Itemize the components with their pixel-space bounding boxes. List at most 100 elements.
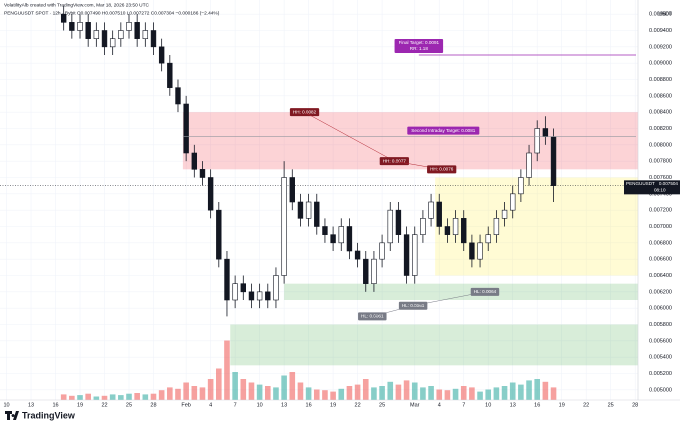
candle-body	[109, 38, 116, 48]
volume-bar	[403, 380, 410, 400]
zone	[435, 177, 638, 276]
candle-body	[436, 201, 442, 227]
swing-label: HH: 0.0076	[427, 165, 457, 174]
volume-bar	[109, 394, 116, 400]
candle-body	[191, 152, 198, 170]
volume-bar	[428, 386, 434, 400]
candle-body	[240, 283, 246, 293]
volume-bar	[420, 387, 426, 400]
volume-bar	[256, 384, 263, 400]
volume-bar	[216, 368, 222, 400]
candle-body	[518, 177, 524, 195]
volume-bar	[191, 386, 198, 400]
target-label: Second Intraday Target: 0.0081	[407, 126, 480, 135]
zone	[230, 324, 638, 366]
candle-body	[265, 291, 271, 301]
y-tick-label: 0.007000	[649, 224, 672, 230]
x-tick-label: 16	[52, 402, 58, 408]
volume-bar	[60, 394, 67, 400]
candle-body	[289, 177, 295, 203]
volume-bar	[550, 387, 557, 400]
plot-area	[0, 6, 638, 400]
axis-unit: USDT	[658, 11, 672, 17]
volume-bar	[338, 388, 345, 400]
candle-body	[379, 242, 385, 260]
volume-bar	[77, 395, 83, 400]
candle-body	[403, 234, 410, 276]
volume-bar	[411, 382, 418, 400]
last-price-value: 0.007504	[659, 181, 679, 186]
volume-bar	[362, 379, 369, 400]
y-tick-label: 0.009400	[649, 28, 672, 34]
candle-body	[510, 193, 516, 211]
candle-body	[420, 218, 426, 235]
watermark-logo	[5, 411, 19, 420]
volume-bar	[232, 372, 238, 400]
y-tick-label: 0.007600	[649, 175, 672, 181]
volume-bar	[150, 393, 157, 400]
y-tick-label: 0.007800	[649, 159, 672, 165]
volume-bar	[93, 396, 100, 400]
volume-bar	[305, 387, 312, 400]
x-tick-label: 25	[126, 402, 132, 408]
volume-bar	[371, 387, 377, 400]
volume-bar	[134, 393, 140, 400]
header-title: VolatilityAlb created with TradingView.c…	[4, 2, 149, 8]
swing-label-text: HH: 0.0077	[383, 158, 407, 163]
volume-bar	[395, 384, 402, 400]
candle-body	[363, 258, 369, 284]
y-tick-label: 0.005400	[649, 355, 672, 361]
target-label-box	[407, 126, 480, 135]
candle-body	[534, 128, 540, 154]
volume-bar	[493, 387, 500, 400]
volume-bar	[289, 372, 296, 400]
swing-label-box	[427, 165, 457, 174]
volume-bar	[240, 379, 247, 400]
y-tick-label: 0.008000	[649, 142, 672, 148]
volume-bar	[158, 390, 165, 400]
swing-label-text: HH: 0.0076	[430, 167, 454, 172]
x-tick-label: 13	[510, 402, 516, 408]
volume-bar	[526, 380, 532, 400]
target-label-box	[394, 39, 444, 53]
x-tick-label: 10	[257, 402, 263, 408]
y-tick-label: 0.005600	[649, 338, 672, 344]
candle-body	[175, 87, 181, 105]
y-tick-label: 0.007200	[649, 208, 672, 214]
x-tick-label: 10	[485, 402, 491, 408]
y-tick-label: 0.006200	[649, 289, 672, 295]
candle-body	[330, 234, 336, 244]
y-tick-label: 0.008800	[649, 77, 672, 83]
candle-body	[314, 201, 320, 227]
candle-body	[273, 275, 279, 301]
x-tick-label: 4	[438, 402, 441, 408]
x-tick-label: 25	[608, 402, 614, 408]
candle-body	[387, 209, 393, 244]
x-tick-label: 19	[77, 402, 83, 408]
volume-bar	[469, 387, 475, 400]
target-label-text: Second Intraday Target: 0.0081	[411, 128, 475, 133]
x-tick-label: 19	[559, 402, 565, 408]
y-tick-label: 0.008400	[649, 110, 672, 116]
volume-bar	[542, 381, 549, 400]
volume-bar	[534, 379, 541, 400]
y-tick-label: 0.005200	[649, 371, 672, 377]
volume-bar	[273, 387, 279, 400]
volume-bar	[330, 391, 336, 400]
candle-body	[338, 226, 344, 244]
x-tick-label: 28	[632, 402, 638, 408]
volume-bar	[436, 389, 443, 400]
volume-bar	[207, 379, 214, 400]
volume-bar	[224, 340, 230, 400]
volume-bar	[248, 382, 255, 400]
swing-label-text: HH: 0.0082	[293, 109, 317, 114]
volume-bar	[322, 390, 328, 400]
candle-body	[322, 226, 328, 235]
volume-bar	[126, 393, 132, 400]
candle-body	[101, 30, 108, 48]
candle-body	[167, 62, 173, 88]
candle-body	[85, 22, 91, 39]
last-price-tag: PENGUUSDT 0.007504 08:10	[624, 180, 680, 195]
x-tick-label: Feb	[181, 402, 190, 408]
